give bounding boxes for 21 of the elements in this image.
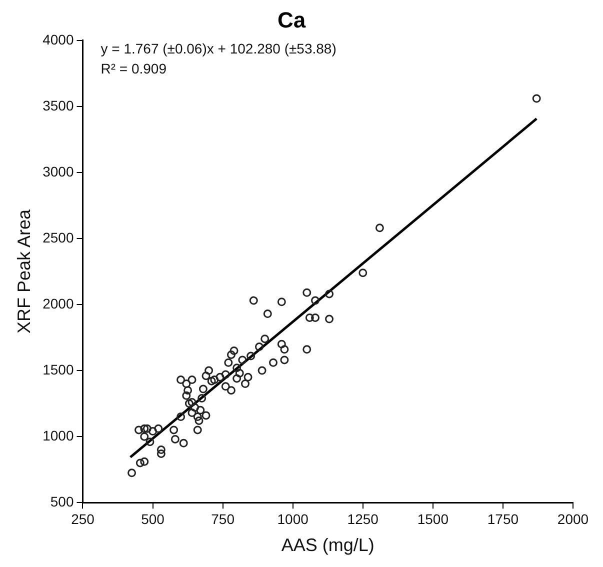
y-tick-label: 4000 — [42, 31, 74, 48]
x-tick-label: 750 — [211, 510, 235, 527]
y-tick-label: 500 — [50, 493, 74, 510]
chart-title: Ca — [277, 7, 306, 32]
annotation: R² = 0.909 — [100, 60, 167, 76]
x-tick-label: 2000 — [557, 510, 589, 527]
y-axis-title: XRF Peak Area — [14, 208, 34, 334]
x-tick-label: 500 — [141, 510, 165, 527]
y-tick-label: 3500 — [42, 97, 74, 114]
x-tick-label: 1000 — [277, 510, 309, 527]
annotation: y = 1.767 (±0.06)x + 102.280 (±53.88) — [100, 40, 336, 56]
x-tick-label: 1500 — [417, 510, 449, 527]
x-axis-title: AAS (mg/L) — [281, 535, 374, 556]
y-tick-label: 2000 — [42, 295, 74, 312]
y-tick-label: 3000 — [42, 163, 74, 180]
x-tick-label: 250 — [71, 510, 95, 527]
y-tick-label: 1000 — [42, 427, 74, 444]
y-tick-label: 2500 — [42, 229, 74, 246]
x-tick-label: 1750 — [487, 510, 519, 527]
y-tick-label: 1500 — [42, 361, 74, 378]
x-tick-label: 1250 — [347, 510, 379, 527]
